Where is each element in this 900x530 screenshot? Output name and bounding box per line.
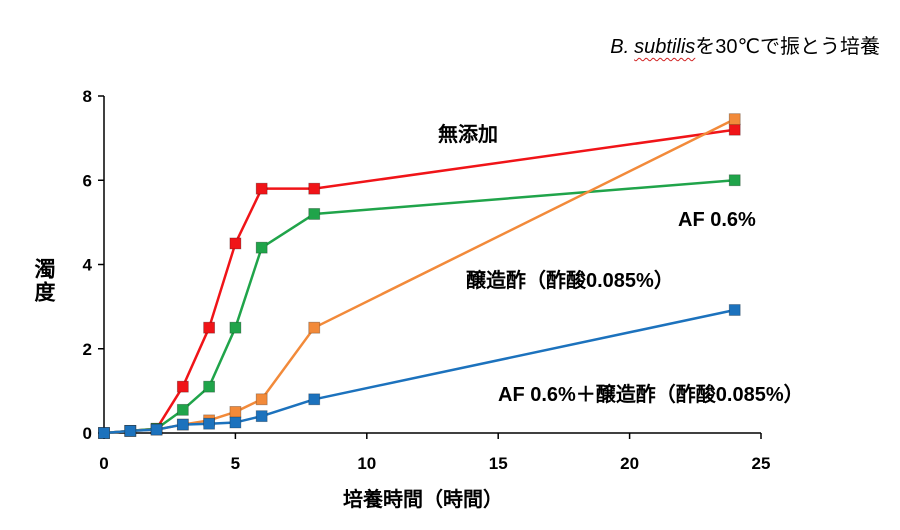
title-genus: B. [610,36,630,58]
y-tick-label-2: 4 [83,256,93,275]
series-3-point-2 [150,423,163,436]
series-2-point-5 [229,406,242,418]
series-0-point-6 [255,182,268,195]
series-1-point-5 [229,321,242,334]
title-condition: を30℃で振とう培養 [695,36,880,58]
x-tick-label-5: 25 [752,454,771,473]
y-tick-label-3: 6 [83,171,92,190]
series-1-point-8 [728,174,741,187]
series-3-point-0 [98,427,110,439]
x-tick-label-0: 0 [99,454,108,473]
series-3-point-7 [308,393,321,406]
series-3-point-4 [203,417,216,430]
series-0-point-3 [176,380,189,393]
series-1-label: AF 0.6% [678,209,756,231]
series-3-point-3 [176,418,189,431]
series-2-point-6 [255,393,268,406]
series-0-label: 無添加 [438,122,498,146]
x-axis-label: 培養時間（時間） [343,487,503,511]
series-1-point-6 [255,241,268,254]
x-tick-label-3: 15 [489,454,508,473]
series-3-label: AF 0.6%＋醸造酢（酢酸0.085%） [498,382,804,406]
series-0-point-5 [229,237,242,250]
series-1-point-7 [308,208,321,220]
x-tick-label-1: 5 [231,454,240,473]
y-tick-label-1: 2 [83,340,92,359]
series-2-point-7 [308,321,321,334]
y-tick-label-4: 8 [83,87,92,106]
series-1-point-3 [176,403,189,416]
series-0-point-4 [203,321,216,334]
series-2-point-8 [728,113,741,126]
chart-title: B. subtilisを30℃で振とう培養 [610,30,880,59]
series-3-point-5 [229,416,242,429]
title-species: subtilis [634,36,696,58]
series-3-point-8 [728,304,741,316]
series-3-point-1 [124,424,137,437]
y-axis-label: 濁度 [32,258,55,304]
x-tick-label-4: 20 [620,454,639,473]
series-0-point-8 [728,123,741,136]
series-1-point-4 [203,380,216,393]
series-2-label: 醸造酢（酢酸0.085%） [466,268,674,292]
series-0-point-7 [308,182,321,195]
y-tick-label-0: 0 [83,424,92,443]
series-3 [98,304,741,439]
series-3-point-6 [255,410,268,423]
series-3-line [103,308,735,435]
x-tick-label-2: 10 [357,454,376,473]
